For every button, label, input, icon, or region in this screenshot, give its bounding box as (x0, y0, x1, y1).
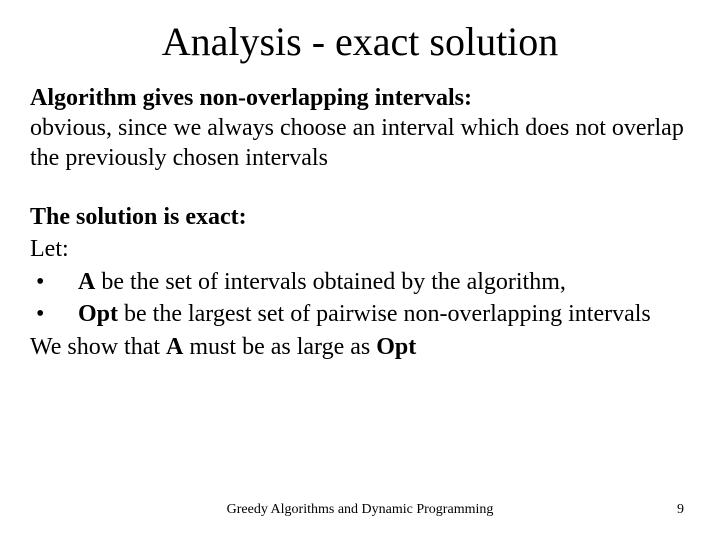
bullet1-bold: A (78, 269, 95, 295)
closing-boldOpt: Opt (376, 334, 416, 360)
slide: Analysis - exact solution Algorithm give… (0, 0, 720, 540)
para2-lead: The solution is exact: (30, 204, 247, 230)
list-item: A be the set of intervals obtained by th… (30, 266, 690, 298)
closing-boldA: A (166, 334, 183, 360)
bullet1-text: be the set of intervals obtained by the … (95, 269, 566, 295)
bullet2-bold: Opt (78, 301, 118, 327)
closing-pre: We show that (30, 334, 166, 360)
bullet2-text: be the largest set of pairwise non-overl… (118, 301, 651, 327)
para1-rest: obvious, since we always choose an inter… (30, 115, 684, 171)
bullet-list: A be the set of intervals obtained by th… (30, 266, 690, 331)
closing-mid: must be as large as (183, 334, 376, 360)
list-item: Opt be the largest set of pairwise non-o… (30, 298, 690, 330)
paragraph-2: The solution is exact: Let: A be the set… (30, 201, 690, 363)
paragraph-1: Algorithm gives non-overlapping interval… (30, 83, 690, 173)
footer-text: Greedy Algorithms and Dynamic Programmin… (0, 502, 720, 518)
para2-let: Let: (30, 236, 69, 262)
page-number: 9 (677, 502, 684, 518)
para1-lead: Algorithm gives non-overlapping interval… (30, 85, 472, 111)
slide-title: Analysis - exact solution (30, 18, 690, 65)
